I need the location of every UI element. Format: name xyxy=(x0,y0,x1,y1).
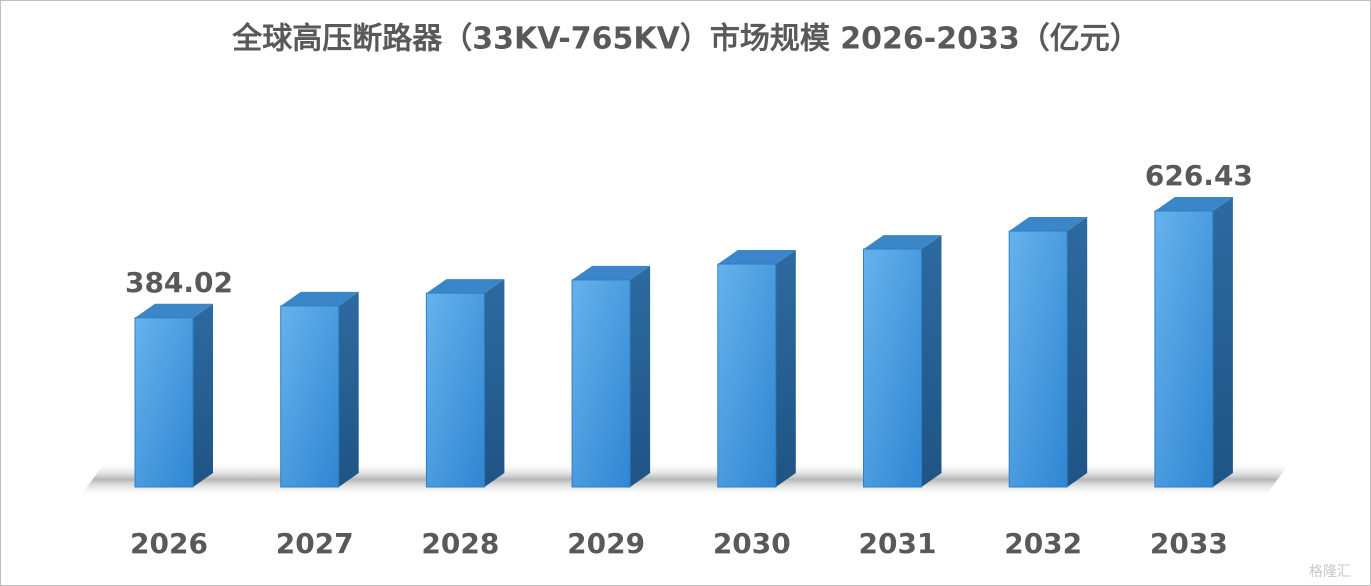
x-tick-label: 2033 xyxy=(1150,527,1228,560)
bars: 2026 384.02 2027 2028 2029 2030 2031 2032 2033 62… xyxy=(125,159,1253,560)
bar-side xyxy=(775,250,796,487)
x-tick-label: 2030 xyxy=(713,527,791,560)
x-tick-label: 2027 xyxy=(276,527,354,560)
bar xyxy=(1008,230,1068,488)
bar-top xyxy=(280,291,359,306)
bar-side xyxy=(1212,197,1233,487)
bar-side xyxy=(921,235,942,487)
x-tick-label: 2026 xyxy=(130,527,208,560)
x-tick-label: 2029 xyxy=(567,527,645,560)
bar-top xyxy=(863,235,942,250)
bar xyxy=(863,248,922,488)
bar xyxy=(280,305,340,488)
bar-top xyxy=(572,265,651,280)
floor-shadow xyxy=(80,462,1290,497)
bar xyxy=(571,279,631,488)
data-label: 626.43 xyxy=(1145,159,1253,192)
bar-side xyxy=(193,303,213,487)
bar xyxy=(717,263,777,488)
watermark: 格隆汇 xyxy=(1309,564,1351,580)
bar-side xyxy=(1067,217,1088,487)
bar-top xyxy=(717,250,796,265)
bar-top xyxy=(135,303,213,318)
bar xyxy=(425,292,485,488)
bar-top xyxy=(426,279,505,294)
chart-title: 全球高压断路器（33KV-765KV）市场规模 2026-2033（亿元） xyxy=(231,22,1139,57)
bar xyxy=(134,317,194,488)
x-tick-label: 2031 xyxy=(859,527,937,560)
bar-side xyxy=(484,279,505,487)
data-label: 384.02 xyxy=(125,266,233,299)
x-tick-label: 2028 xyxy=(421,527,499,560)
bar-side xyxy=(630,265,651,487)
x-tick-label: 2032 xyxy=(1004,527,1082,560)
bar-top xyxy=(1154,197,1233,211)
bar xyxy=(1154,210,1214,488)
bar-top xyxy=(1009,217,1088,232)
bar-side xyxy=(338,291,359,487)
